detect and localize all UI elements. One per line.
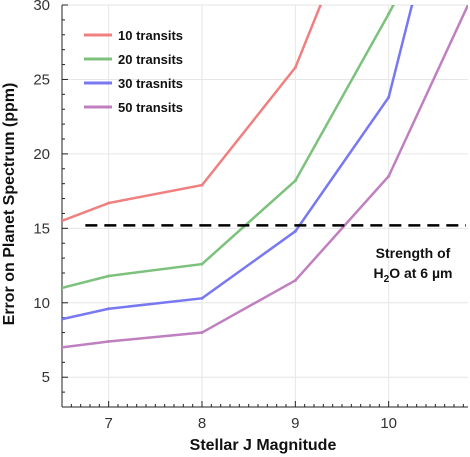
series-point	[200, 183, 204, 187]
legend-label: 30 trasnits	[118, 76, 183, 91]
threshold-annotation: Strength of H2O at 6 µm	[374, 245, 453, 285]
series-point	[107, 307, 111, 311]
annotation-line-1: Strength of	[376, 245, 451, 261]
series-point	[200, 331, 204, 335]
series-point	[62, 317, 64, 321]
axes	[61, 4, 468, 408]
annotation-rest: O at 6 µm	[389, 265, 452, 281]
series-point	[387, 12, 391, 16]
annotation-line-2: H2O at 6 µm	[374, 265, 453, 285]
x-axis-title: Stellar J Magnitude	[190, 437, 337, 454]
x-tick-label: 7	[104, 415, 112, 432]
series-layer	[62, 5, 468, 349]
y-tick-label: 20	[33, 146, 50, 163]
tick-labels: 7 8 9 10 5 10 15 20 25 30	[33, 0, 397, 432]
legend: 10 transits 20 transits 30 trasnits 50 tran…	[84, 28, 183, 115]
series-point	[293, 179, 297, 183]
series-point	[293, 229, 297, 233]
legend-label: 10 transits	[118, 28, 183, 43]
series-point	[62, 345, 64, 349]
series-point	[466, 5, 468, 7]
series-point	[410, 5, 414, 7]
x-tick-label: 9	[291, 415, 299, 432]
series-point	[387, 95, 391, 99]
y-tick-label: 15	[33, 220, 50, 237]
series-point	[391, 5, 395, 7]
series-point	[200, 262, 204, 266]
grid	[62, 4, 468, 407]
series-line	[62, 5, 414, 321]
y-tick-label: 5	[42, 369, 50, 386]
y-tick-label: 10	[33, 295, 50, 312]
series-point	[200, 296, 204, 300]
series-line	[62, 5, 395, 290]
series-point	[62, 286, 64, 290]
series-point	[319, 5, 323, 7]
series-point	[293, 66, 297, 70]
legend-label: 50 transits	[118, 100, 183, 115]
y-tick-label: 30	[33, 0, 50, 14]
y-tick-label: 25	[33, 71, 50, 88]
series-line	[62, 5, 468, 349]
series-point	[107, 201, 111, 205]
legend-label: 20 transits	[118, 52, 183, 67]
series-point	[387, 174, 391, 178]
annotation-h: H	[374, 265, 384, 281]
x-tick-label: 8	[198, 415, 206, 432]
series-point	[107, 339, 111, 343]
series-line	[62, 5, 322, 223]
series-point	[293, 278, 297, 282]
y-axis-title: Error on Planet Spectrum (ppm)	[1, 83, 18, 326]
annotation-sub: 2	[384, 274, 390, 285]
x-tick-label: 10	[380, 415, 397, 432]
series-point	[62, 219, 64, 223]
series-point	[107, 274, 111, 278]
